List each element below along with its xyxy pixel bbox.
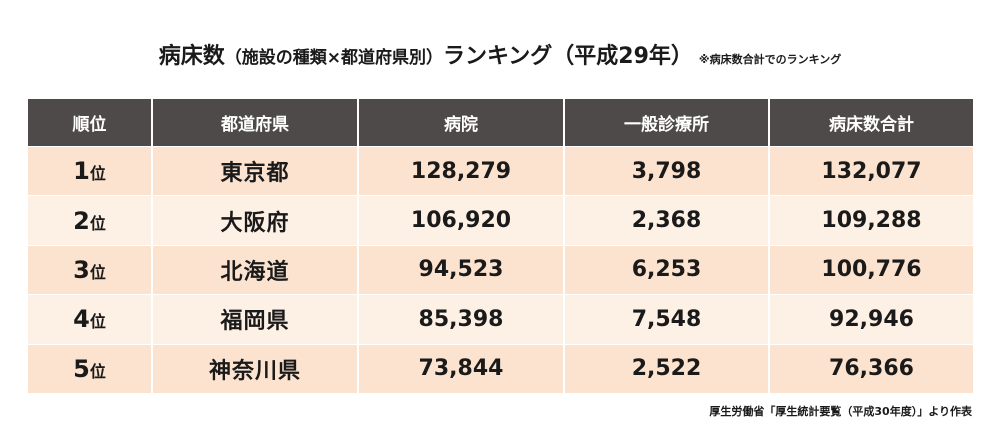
header-rank: 順位 bbox=[28, 99, 153, 147]
rank-cell: 2位 bbox=[28, 195, 153, 246]
rank-number: 3 bbox=[73, 255, 90, 284]
total-cell: 76,366 bbox=[769, 343, 973, 393]
clinic-cell: 7,548 bbox=[564, 294, 770, 345]
title-main-after: ランキング（平成29年） bbox=[442, 44, 693, 69]
rank-number: 4 bbox=[73, 305, 90, 334]
table-row: 4位 福岡県 85,398 7,548 92,946 bbox=[28, 294, 973, 345]
rank-cell: 3位 bbox=[28, 244, 153, 295]
table-row: 5位 神奈川県 73,844 2,522 76,366 bbox=[28, 343, 973, 393]
hospital-cell: 94,523 bbox=[358, 244, 565, 295]
prefecture-cell: 東京都 bbox=[152, 145, 359, 196]
rank-number: 5 bbox=[73, 354, 90, 383]
header-clinic: 一般診療所 bbox=[564, 99, 770, 147]
header-total: 病床数合計 bbox=[769, 99, 973, 147]
rank-suffix: 位 bbox=[89, 213, 106, 233]
page-title: 病床数（施設の種類×都道府県別）ランキング（平成29年） bbox=[159, 44, 693, 69]
hospital-cell: 73,844 bbox=[358, 343, 565, 393]
total-cell: 100,776 bbox=[769, 244, 973, 295]
title-paren: （施設の種類×都道府県別） bbox=[224, 48, 443, 68]
prefecture-cell: 福岡県 bbox=[152, 294, 359, 345]
rank-suffix: 位 bbox=[89, 361, 106, 381]
prefecture-cell: 北海道 bbox=[152, 244, 359, 295]
source-note: 厚生労働省「厚生統計要覧（平成30年度）」より作表 bbox=[709, 405, 972, 418]
table-header-row: 順位 都道府県 病院 一般診療所 病床数合計 bbox=[28, 99, 973, 147]
rank-cell: 5位 bbox=[28, 343, 153, 393]
rank-number: 1 bbox=[73, 157, 90, 186]
total-cell: 109,288 bbox=[769, 195, 973, 246]
header-hospital: 病院 bbox=[358, 99, 565, 147]
hospital-cell: 106,920 bbox=[358, 195, 565, 246]
prefecture-cell: 神奈川県 bbox=[152, 343, 359, 393]
title-subnote: ※病床数合計でのランキング bbox=[698, 53, 842, 66]
rank-cell: 4位 bbox=[28, 294, 153, 345]
rank-cell: 1位 bbox=[28, 145, 153, 196]
header-prefecture: 都道府県 bbox=[152, 99, 359, 147]
table-row: 2位 大阪府 106,920 2,368 109,288 bbox=[28, 195, 973, 246]
prefecture-cell: 大阪府 bbox=[152, 195, 359, 246]
total-cell: 132,077 bbox=[769, 145, 973, 196]
clinic-cell: 3,798 bbox=[564, 145, 770, 196]
total-cell: 92,946 bbox=[769, 294, 973, 345]
hospital-cell: 85,398 bbox=[358, 294, 565, 345]
table-row: 3位 北海道 94,523 6,253 100,776 bbox=[28, 244, 973, 295]
title-block: 病床数（施設の種類×都道府県別）ランキング（平成29年） ※病床数合計でのランキン… bbox=[0, 38, 1000, 70]
rank-number: 2 bbox=[73, 206, 90, 235]
clinic-cell: 6,253 bbox=[564, 244, 770, 295]
rank-suffix: 位 bbox=[89, 164, 106, 184]
clinic-cell: 2,368 bbox=[564, 195, 770, 246]
hospital-cell: 128,279 bbox=[358, 145, 565, 196]
title-main-before: 病床数 bbox=[158, 44, 225, 69]
rank-suffix: 位 bbox=[89, 312, 106, 332]
clinic-cell: 2,522 bbox=[564, 343, 770, 393]
table-row: 1位 東京都 128,279 3,798 132,077 bbox=[28, 145, 973, 196]
ranking-table: 順位 都道府県 病院 一般診療所 病床数合計 1位 東京都 128,279 3,… bbox=[28, 99, 973, 393]
rank-suffix: 位 bbox=[89, 262, 106, 282]
